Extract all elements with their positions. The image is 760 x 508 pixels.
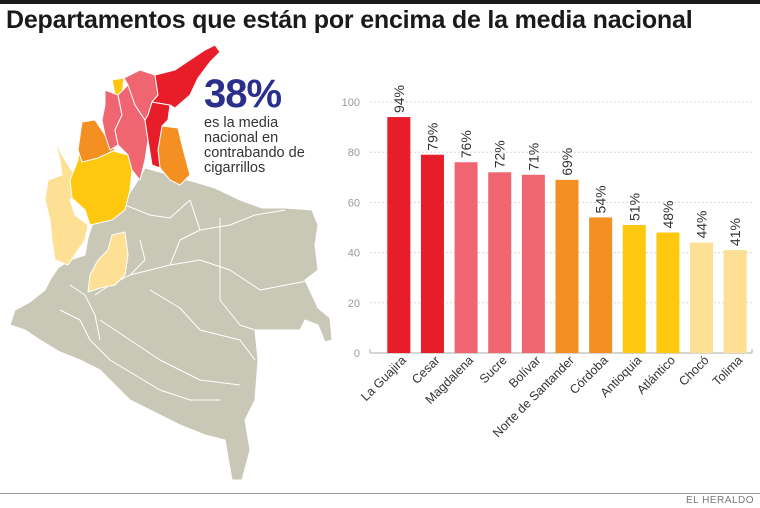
bar [521,174,545,353]
data-label: 54% [593,185,609,213]
y-tick-label: 100 [342,97,360,109]
data-label: 44% [694,211,710,239]
map-region-cesar [144,101,171,169]
x-tick-label: Sucre [477,353,510,386]
data-label: 76% [458,130,474,158]
map-region-tolima [87,231,129,293]
map-region-guajira [151,44,221,109]
data-label: 94% [391,85,407,113]
map-region-cordoba [77,119,116,163]
y-tick-label: 0 [354,348,360,360]
y-tick-label: 60 [348,197,360,209]
bar [622,224,646,353]
x-tick-label: Tolima [710,353,745,388]
data-label: 48% [660,200,676,228]
bar [488,172,512,353]
bar [656,232,680,353]
data-label: 72% [492,140,508,168]
bar [420,154,444,353]
national-average-callout: 38% es la media nacional en contrabando … [204,74,324,176]
data-label: 71% [525,143,541,171]
bar [555,179,579,353]
page-title: Departamentos que están por encima de la… [6,6,693,34]
y-tick-label: 80 [348,147,360,159]
data-label: 51% [626,193,642,221]
bar [589,217,613,353]
x-tick-label: La Guajira [358,353,409,404]
y-tick-label: 20 [348,298,360,310]
y-tick-label: 40 [348,248,360,260]
bar [387,117,411,353]
top-rule [0,0,760,4]
bottom-rule [0,493,760,494]
data-label: 69% [559,148,575,176]
national-average-description: es la media nacional en contrabando de c… [204,115,305,176]
bar [454,162,478,353]
data-label: 79% [424,123,440,151]
bar [723,250,747,353]
bar [690,242,714,353]
colombia-map [9,44,333,481]
data-label: 41% [727,218,743,246]
map-region-rest [9,167,333,481]
credit-label: EL HERALDO [686,495,754,506]
national-average-value: 38% [204,72,282,116]
x-tick-label: Chocó [676,353,711,388]
